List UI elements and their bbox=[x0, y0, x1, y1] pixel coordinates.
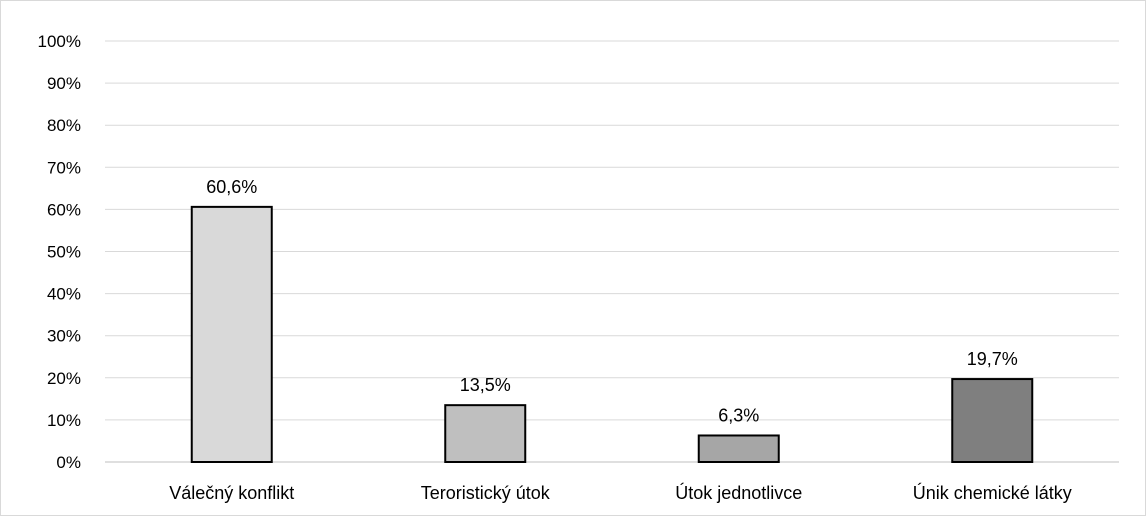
y-tick-label: 0% bbox=[56, 453, 81, 472]
y-tick-label: 70% bbox=[47, 158, 81, 177]
x-category-label: Válečný konflikt bbox=[169, 483, 294, 503]
y-tick-label: 100% bbox=[38, 32, 81, 51]
y-tick-label: 20% bbox=[47, 369, 81, 388]
y-tick-label: 80% bbox=[47, 116, 81, 135]
data-labels: 60,6% 13,5% 6,3% 19,7% bbox=[206, 177, 1018, 426]
y-tick-label: 90% bbox=[47, 74, 81, 93]
gridlines bbox=[105, 40, 1119, 463]
x-category-label: Únik chemické látky bbox=[913, 482, 1072, 503]
data-label: 19,7% bbox=[967, 349, 1018, 369]
y-tick-label: 60% bbox=[47, 200, 81, 219]
bar bbox=[697, 434, 780, 463]
data-label: 6,3% bbox=[718, 405, 759, 425]
bar bbox=[951, 378, 1034, 463]
y-tick-label: 50% bbox=[47, 243, 81, 262]
x-category-label: Teroristický útok bbox=[421, 483, 551, 503]
y-tick-label: 40% bbox=[47, 285, 81, 304]
bar bbox=[190, 205, 273, 463]
data-label: 13,5% bbox=[460, 375, 511, 395]
x-axis-category-labels: Válečný konflikt Teroristický útok Útok je… bbox=[169, 482, 1072, 503]
y-axis-tick-labels: 0% 10% 20% 30% 40% 50% 60% 70% 80% 90% 100% bbox=[38, 32, 81, 472]
bars bbox=[190, 205, 1034, 464]
x-category-label: Útok jednotlivce bbox=[675, 482, 802, 503]
y-tick-label: 10% bbox=[47, 411, 81, 430]
bar bbox=[444, 404, 527, 464]
y-tick-label: 30% bbox=[47, 327, 81, 346]
data-label: 60,6% bbox=[206, 177, 257, 197]
